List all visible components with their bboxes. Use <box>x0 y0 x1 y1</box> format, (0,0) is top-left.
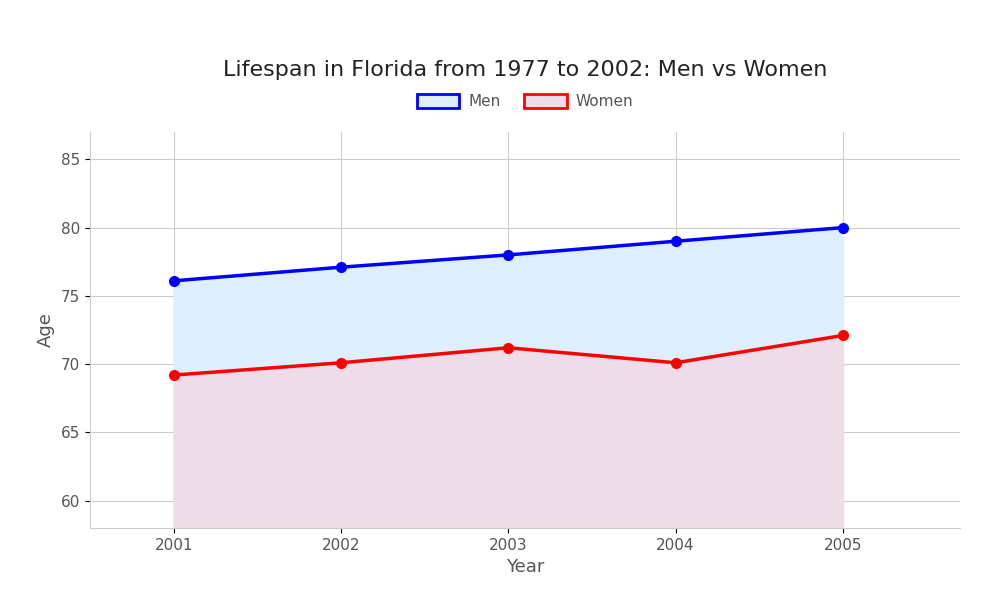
X-axis label: Year: Year <box>506 558 544 576</box>
Title: Lifespan in Florida from 1977 to 2002: Men vs Women: Lifespan in Florida from 1977 to 2002: M… <box>223 61 827 80</box>
Y-axis label: Age: Age <box>37 313 55 347</box>
Legend: Men, Women: Men, Women <box>411 88 639 115</box>
